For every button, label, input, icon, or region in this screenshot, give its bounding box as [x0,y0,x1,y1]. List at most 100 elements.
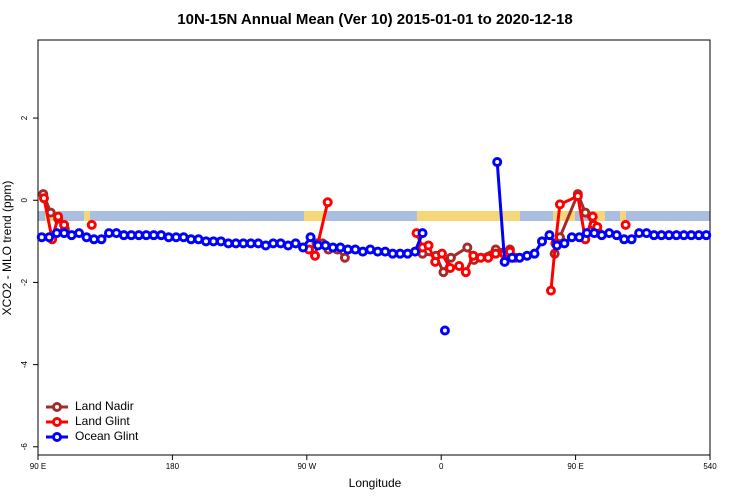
data-point [611,230,622,241]
data-point [436,248,447,259]
data-point [178,232,189,243]
x-tick-label: 90 W [297,462,316,471]
data-point [208,236,219,247]
data-point [492,157,503,168]
data-point [663,230,674,241]
data-point [596,230,607,241]
data-point [499,256,510,267]
land-patch [595,211,605,221]
data-point [268,238,279,249]
data-point [44,232,55,243]
data-point [238,238,249,249]
data-point [148,230,159,241]
data-point [559,238,570,249]
data-point [410,246,421,257]
data-point [310,250,321,261]
legend-marker [52,402,62,412]
data-point [634,228,645,239]
data-point [156,230,167,241]
data-point [305,232,316,243]
data-point [365,244,376,255]
x-tick-label: 90 E [567,462,583,471]
data-point [59,219,70,230]
legend-marker [52,417,62,427]
land-patch [417,211,520,221]
data-point [693,230,704,241]
data-point [372,246,383,257]
data-point [656,230,667,241]
data-point [604,228,615,239]
data-point [215,236,226,247]
y-tick-label: -2 [20,278,29,286]
data-point [59,228,70,239]
chart-title: 10N-15N Annual Mean (Ver 10) 2015-01-01 … [177,11,572,28]
data-point [475,252,486,263]
land-patch [620,211,626,221]
x-axis-label: Longitude [349,476,402,490]
data-point [537,236,547,247]
data-point [522,250,533,261]
data-point [201,236,211,247]
data-point [417,228,428,239]
land-patch [304,211,326,221]
data-point [275,238,286,249]
data-point [86,219,97,230]
data-point [423,240,434,251]
data-point [290,238,301,249]
data-point [580,207,591,218]
data-point [430,256,441,267]
data-point [81,232,92,243]
data-point [468,250,479,261]
legend-marker [52,432,62,442]
data-point [554,199,565,210]
data-point [641,228,652,239]
data-point [462,242,473,253]
data-point [66,230,77,241]
x-tick-label: 180 [166,462,180,471]
data-point [566,232,577,243]
data-point [589,228,600,239]
legend-label: Land Nadir [75,399,134,413]
data-point [53,211,64,222]
data-point [514,252,525,263]
data-point [395,248,406,259]
data-point [402,248,413,259]
data-point [141,230,152,241]
land-mask [38,211,710,221]
x-tick-label: 0 [439,462,444,471]
data-point [678,230,689,241]
data-point [545,285,556,296]
land-patch [84,211,90,221]
data-point [103,228,114,239]
plot-frame [37,39,711,456]
data-point [186,234,197,245]
data-point [193,234,204,245]
data-point [686,230,697,241]
y-tick-label: 2 [20,115,29,120]
data-point [335,242,346,253]
land-patch [553,211,575,221]
data-point [445,252,456,263]
data-point [298,242,309,253]
data-point [320,240,331,251]
data-point [551,240,562,251]
data-point [350,244,361,255]
y-tick-label: 0 [20,197,29,202]
legend-label: Ocean Glint [75,429,139,443]
data-point [581,228,592,239]
data-point [322,197,333,208]
y-tick-label: -6 [20,443,29,451]
data-point [327,242,338,253]
data-point [529,248,540,259]
data-point [38,193,49,204]
data-point [649,230,659,241]
ocean-band [38,211,710,221]
data-point [357,246,368,257]
data-point [438,267,449,278]
y-axis-label: XCO2 - MLO trend (ppm) [0,181,14,316]
data-point [342,244,353,255]
data-point [313,240,323,251]
data-point [671,230,682,241]
data-point [445,263,456,274]
